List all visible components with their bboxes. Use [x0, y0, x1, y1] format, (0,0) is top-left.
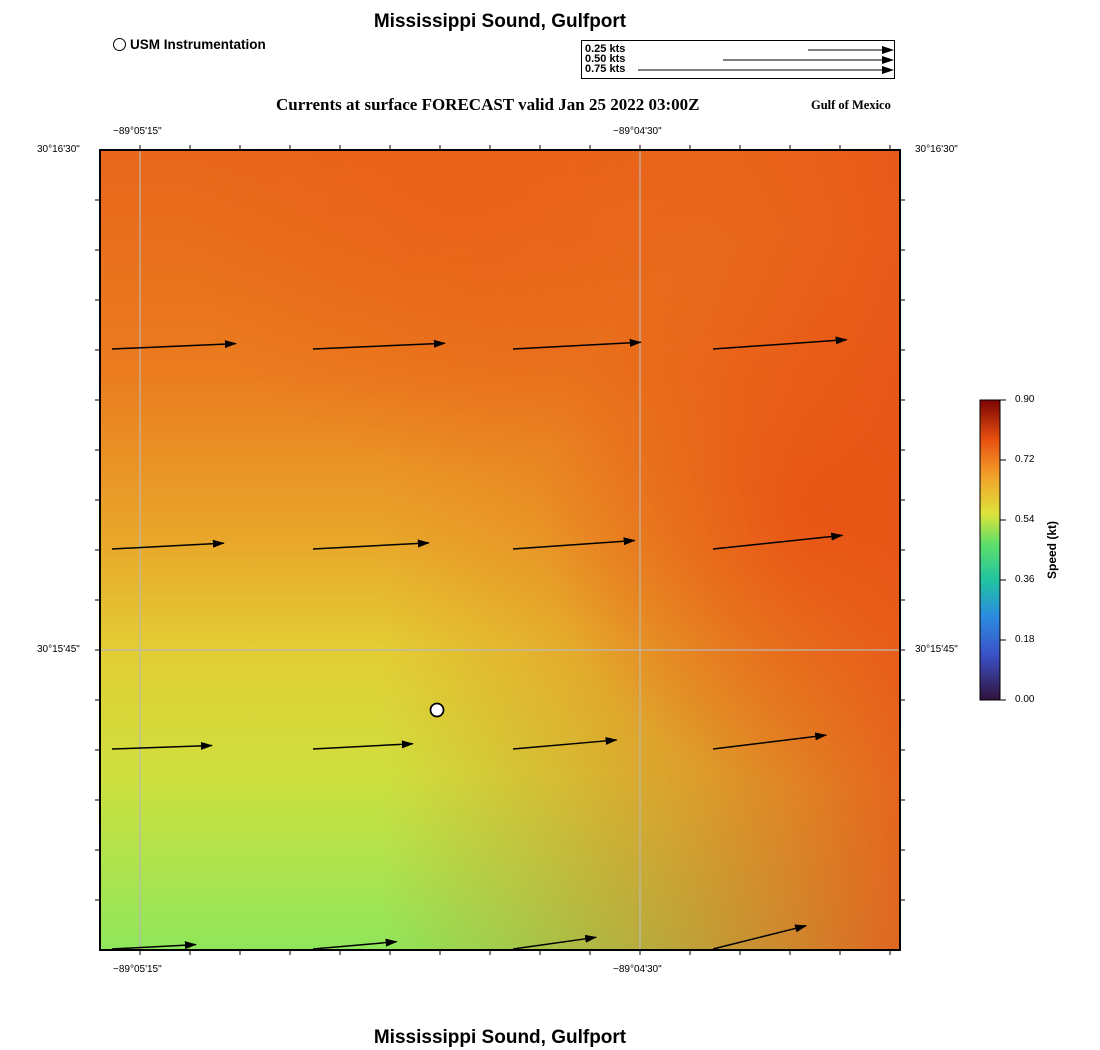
colorbar-title: Speed (kt): [1045, 520, 1059, 580]
current-vector-arrow: [712, 336, 848, 350]
reference-label-050: 0.50 kts: [585, 53, 626, 65]
colorbar-label-090: 0.90: [1015, 394, 1035, 405]
colorbar-label-000: 0.00: [1015, 694, 1035, 705]
station-marker: [429, 702, 445, 718]
current-vector-arrow: [312, 938, 398, 950]
reference-label-025: 0.25 kts: [585, 43, 626, 55]
current-vector-arrow: [111, 941, 197, 950]
current-vector-arrow: [312, 539, 430, 550]
x-tick-top-1: −89°05'15": [113, 126, 162, 137]
station-legend-label: USM Instrumentation: [130, 37, 266, 52]
current-vectors: [111, 336, 848, 950]
reference-arrows: [638, 46, 894, 74]
station-legend-icon: [113, 38, 126, 51]
current-vector-arrow: [312, 740, 414, 750]
frame-ticks: [95, 145, 905, 955]
current-vector-arrow: [111, 741, 213, 750]
y-tick-right-2: 30°15'45": [915, 644, 958, 655]
region-label: Gulf of Mexico: [811, 98, 891, 112]
x-tick-bottom-2: −89°04'30": [613, 964, 662, 975]
current-vector-arrow: [712, 532, 844, 550]
speed-field: [100, 150, 900, 950]
colorbar: [979, 399, 1001, 701]
colorbar-ticks: [1000, 399, 1006, 701]
current-vector-arrow: [712, 732, 828, 750]
colorbar-label-054: 0.54: [1015, 514, 1035, 525]
colorbar-label-018: 0.18: [1015, 634, 1035, 645]
current-vector-arrow: [712, 924, 808, 950]
current-vector-arrow: [512, 338, 642, 350]
current-vector-arrow: [512, 934, 598, 950]
reference-label-075: 0.75 kts: [585, 63, 626, 75]
current-vector-arrow: [512, 736, 618, 750]
forecast-subtitle: Currents at surface FORECAST valid Jan 2…: [276, 95, 700, 114]
y-tick-left-2: 30°15'45": [37, 644, 80, 655]
y-tick-left-1: 30°16'30": [37, 144, 80, 155]
graticule: [100, 150, 900, 950]
x-tick-top-2: −89°04'30": [613, 126, 662, 137]
current-vector-arrow: [312, 339, 446, 350]
map-title: Mississippi Sound, Gulfport: [373, 11, 627, 32]
current-vector-arrow: [512, 537, 636, 550]
current-vector-arrow: [111, 340, 237, 350]
x-tick-bottom-1: −89°05'15": [113, 964, 162, 975]
colorbar-label-072: 0.72: [1015, 454, 1035, 465]
colorbar-label-036: 0.36: [1015, 574, 1035, 585]
y-tick-right-1: 30°16'30": [915, 144, 958, 155]
footer-title: Mississippi Sound, Gulfport: [373, 1027, 627, 1048]
current-vector-arrow: [111, 539, 225, 550]
